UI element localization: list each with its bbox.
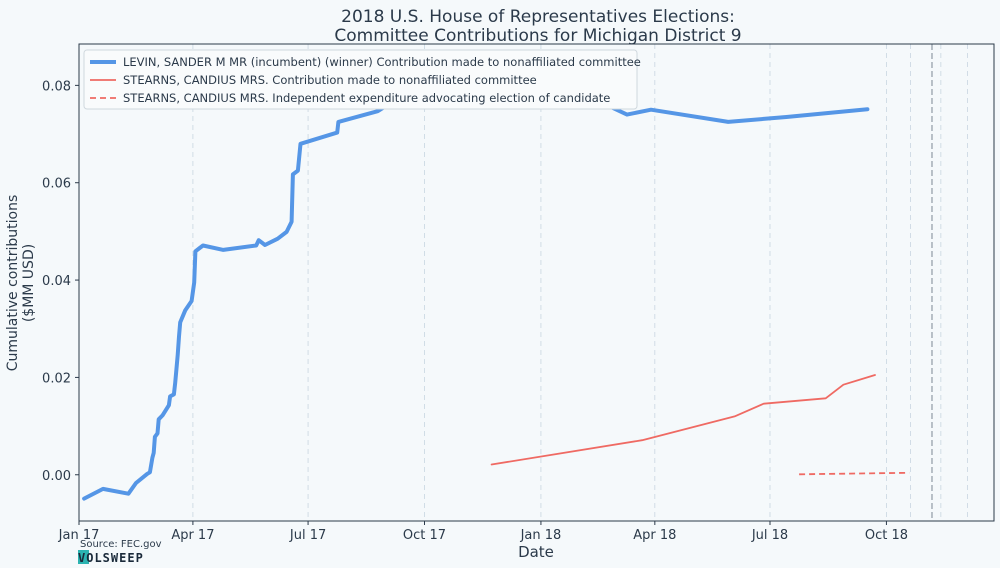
y-axis-label-line-2: ($MM USD) [21, 244, 37, 322]
y-tick-label: 0.06 [42, 177, 71, 192]
x-tick-label: Oct 17 [403, 528, 446, 543]
logo-mark [78, 550, 89, 564]
logo-text: VOLSWEEP [78, 551, 144, 565]
axis-layer: Jan 17 Apr 17 Jul 17 Oct 17 Jan 18 Apr 18 Jul … [42, 79, 908, 543]
y-tick-label: 0.08 [42, 79, 71, 94]
x-tick-label: Apr 17 [171, 528, 214, 543]
legend-label-series-2: STEARNS, CANDIUS MRS. Contribution made … [123, 73, 537, 87]
x-tick-label: Apr 18 [633, 528, 676, 543]
y-tick-label: 0.04 [42, 274, 71, 289]
logo: VOLSWEEP [78, 550, 144, 565]
x-tick-label: Jan 18 [520, 528, 562, 543]
legend-box [83, 49, 638, 110]
legend-label-series-1: LEVIN, SANDER M MR (incumbent) (winner) … [123, 55, 641, 69]
y-axis-label-line-1: Cumulative contributions [5, 195, 21, 372]
y-axis-label: Cumulative contributions ($MM USD) [5, 195, 37, 372]
chart-title-line-2: Committee Contributions for Michigan Dis… [334, 26, 741, 46]
x-tick-label: Jul 17 [289, 528, 326, 543]
source-note: Source: FEC.gov [80, 539, 162, 550]
x-tick-label: Oct 18 [865, 528, 908, 543]
y-tick-label: 0.02 [42, 371, 71, 386]
series-line-3 [799, 471, 910, 476]
legend-label-series-3: STEARNS, CANDIUS MRS. Independent expend… [123, 91, 610, 105]
x-tick-label: Jul 18 [751, 528, 788, 543]
series-line-2 [490, 374, 876, 466]
x-axis-label: Date [518, 543, 554, 561]
series-line-1 [82, 68, 870, 501]
grid-layer [192, 44, 968, 521]
chart-title-line-1: 2018 U.S. House of Representatives Elect… [341, 7, 735, 27]
plot-area-frame [78, 43, 995, 522]
y-tick-label: 0.00 [42, 469, 71, 484]
legend: LEVIN, SANDER M MR (incumbent) (winner) … [83, 49, 641, 110]
x-tick-label: Jan 17 [58, 528, 100, 543]
series-layer [82, 68, 910, 501]
